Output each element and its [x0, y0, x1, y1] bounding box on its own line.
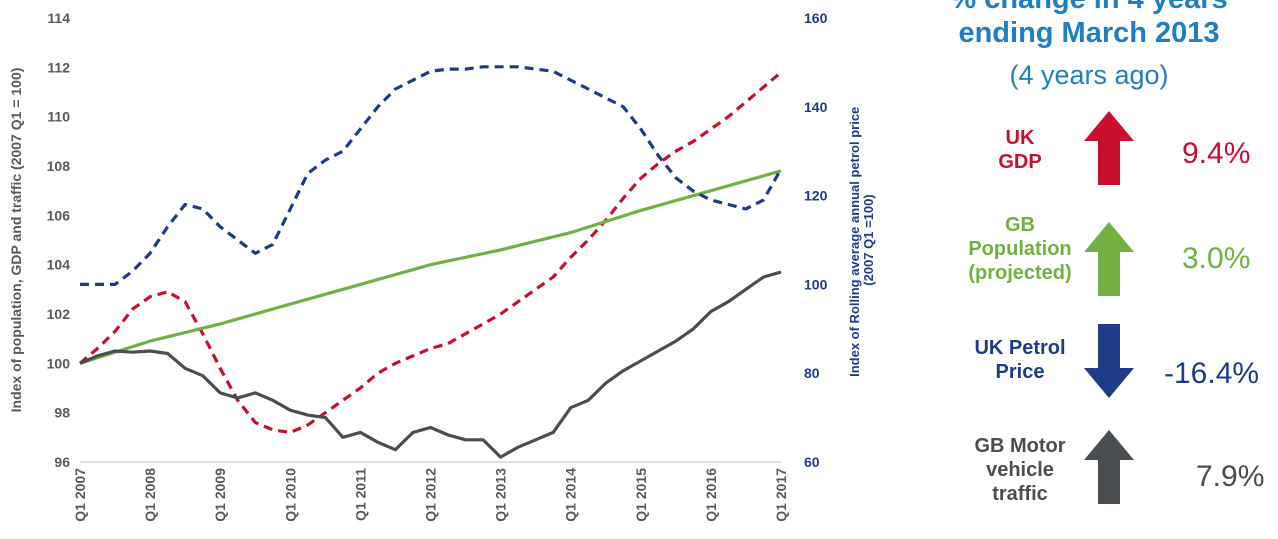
row-label-line: GB Motor: [974, 435, 1066, 457]
x-axis-tick-label: Q1 2017: [773, 468, 789, 522]
right-axis-title-line1: Index of Rolling average annual petrol p…: [847, 107, 862, 377]
up-arrow-icon: [1084, 430, 1134, 504]
left-axis-tick-label: 112: [47, 59, 70, 75]
row-label-gb-motor-traffic: GB Motor vehicle traffic: [935, 434, 1105, 506]
series-lines: [78, 65, 783, 459]
right-axis-title-line2: (2007 Q1 =100): [861, 194, 876, 285]
right-axis-tick-label: 60: [804, 454, 820, 470]
right-axis-title: Index of Rolling average annual petrol p…: [847, 103, 876, 377]
x-axis-tick-label: Q1 2012: [423, 468, 439, 522]
left-axis-tick-label: 98: [54, 405, 70, 421]
x-axis-tick-label: Q1 2014: [563, 468, 579, 522]
x-axis-ticks: Q1 2007 Q1 2008 Q1 2009 Q1 2010 Q1 2011 Q1 20…: [72, 468, 789, 522]
gdp-series-line: [78, 71, 783, 434]
right-axis-tick-label: 80: [804, 365, 820, 381]
row-value-uk-gdp: 9.4%: [1182, 137, 1251, 170]
x-axis-tick-label: Q1 2016: [703, 468, 719, 522]
panel-title-line2: ending March 2013: [958, 17, 1220, 49]
up-arrow-icon: [1084, 111, 1134, 185]
row-label-line: GDP: [998, 151, 1042, 173]
petrol-series-line: [80, 65, 783, 286]
right-axis-tick-label: 120: [804, 188, 828, 204]
left-axis-tick-label: 100: [47, 355, 71, 371]
right-axis-tick-label: 160: [804, 10, 828, 26]
left-axis-tick-label: 114: [47, 10, 70, 26]
x-axis-tick-label: Q1 2015: [633, 468, 649, 522]
x-axis-tick-label: Q1 2008: [142, 468, 158, 522]
row-label-line: GB: [1005, 214, 1035, 236]
left-axis-tick-label: 104: [47, 257, 71, 273]
right-axis-tick-label: 140: [804, 99, 828, 115]
x-axis-tick-label: Q1 2010: [282, 468, 298, 522]
left-axis-tick-label: 106: [47, 207, 71, 223]
row-label-line: Price: [995, 361, 1045, 383]
x-axis-tick-label: Q1 2013: [493, 468, 509, 522]
population-series-line: [79, 169, 782, 365]
left-axis-tick-label: 108: [47, 158, 71, 174]
x-axis-tick-label: Q1 2007: [72, 468, 88, 522]
traffic-series-line: [79, 270, 782, 459]
x-axis-tick-label: Q1 2009: [212, 468, 228, 522]
panel-title-line1: % change in 4 years: [900, 0, 1278, 16]
row-label-line: (projected): [968, 262, 1072, 284]
left-axis-tick-label: 96: [54, 454, 70, 470]
row-value-gb-population: 3.0%: [1182, 242, 1251, 275]
row-label-line: traffic: [992, 483, 1048, 505]
row-label-line: Population: [968, 238, 1072, 260]
row-label-uk-gdp: UK GDP: [935, 126, 1105, 174]
row-value-gb-motor-traffic: 7.9%: [1196, 460, 1265, 493]
line-chart: 96 98 100 102 104 106 108 110 112 114 60 80 100 120 1…: [8, 10, 876, 522]
right-axis-tick-label: 100: [804, 276, 828, 292]
x-axis-tick-label: Q1 2011: [352, 468, 368, 521]
row-label-line: UK Petrol: [974, 337, 1066, 359]
left-axis-title: Index of population, GDP and traffic (20…: [8, 68, 24, 413]
row-label-line: vehicle: [986, 459, 1054, 481]
down-arrow-icon: [1084, 324, 1134, 398]
left-axis-ticks: 96 98 100 102 104 106 108 110 112 114: [47, 10, 71, 470]
row-label-gb-population: GB Population (projected): [935, 213, 1105, 285]
row-label-line: UK: [1005, 127, 1035, 149]
panel-subtitle: (4 years ago): [1009, 60, 1169, 90]
row-value-uk-petrol-price: -16.4%: [1164, 357, 1260, 390]
up-arrow-icon: [1084, 222, 1134, 296]
change-summary-panel: % change in 4 years ending March 2013 (4…: [900, 0, 1278, 539]
row-label-uk-petrol-price: UK Petrol Price: [935, 336, 1105, 384]
right-axis-ticks: 60 80 100 120 140 160: [804, 10, 828, 470]
left-axis-tick-label: 110: [47, 109, 70, 125]
left-axis-tick-label: 102: [47, 306, 71, 322]
